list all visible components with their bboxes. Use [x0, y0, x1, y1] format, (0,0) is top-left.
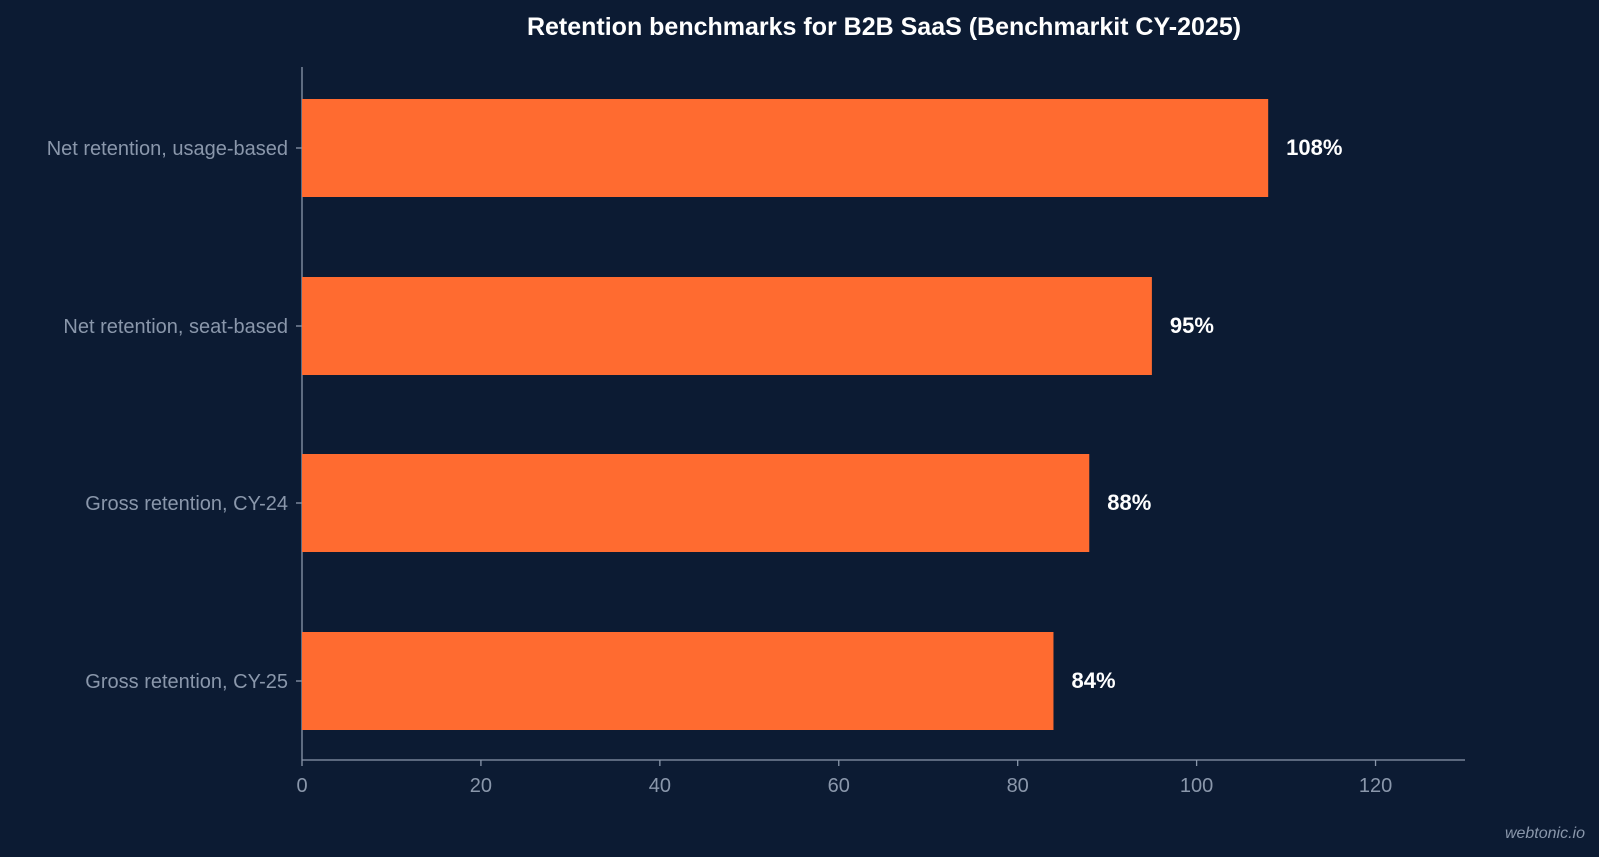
labels: Net retention, usage-based 108% Net retent…	[47, 135, 1343, 693]
x-tick-label: 60	[828, 775, 850, 797]
value-label: 95%	[1170, 313, 1214, 338]
category-label: Gross retention, CY-25	[85, 671, 288, 693]
x-tick-label: 120	[1359, 775, 1392, 797]
bars	[302, 99, 1269, 730]
x-tick-label: 0	[296, 775, 307, 797]
watermark: webtonic.io	[1505, 825, 1585, 842]
bar	[302, 277, 1152, 375]
value-label: 108%	[1286, 135, 1342, 160]
bar	[302, 632, 1054, 730]
category-label: Net retention, usage-based	[47, 138, 288, 160]
category-label: Gross retention, CY-24	[85, 493, 288, 515]
chart-title: Retention benchmarks for B2B SaaS (Bench…	[527, 13, 1241, 41]
x-tick-label: 40	[649, 775, 671, 797]
category-label: Net retention, seat-based	[63, 316, 288, 338]
axes: 0 20 40 60 80 100 120	[296, 67, 1465, 797]
x-tick-label: 80	[1007, 775, 1029, 797]
x-tick-label: 20	[470, 775, 492, 797]
value-label: 84%	[1071, 668, 1115, 693]
value-label: 88%	[1107, 490, 1151, 515]
bar	[302, 454, 1090, 552]
bar	[302, 99, 1269, 197]
x-tick-label: 100	[1180, 775, 1213, 797]
